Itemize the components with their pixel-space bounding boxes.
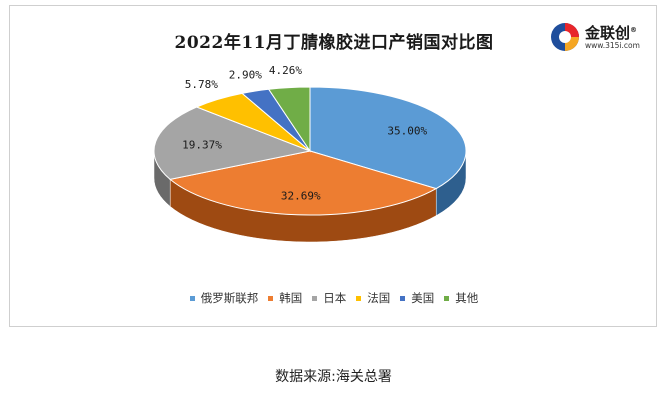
pie-slice-1 <box>169 150 438 216</box>
legend-swatch-icon <box>400 296 406 301</box>
legend-swatch-icon <box>268 296 274 301</box>
pie-slice-2 <box>153 106 312 180</box>
legend-item-0: 俄罗斯联邦 <box>189 290 259 306</box>
legend-label: 日本 <box>323 291 347 305</box>
data-label-4: 2.90% <box>229 68 262 81</box>
legend: 俄罗斯联邦 韩国 日本 法国 美国 其他 <box>10 290 658 306</box>
legend-item-5: 其他 <box>444 290 478 306</box>
logo-mark-icon <box>551 23 579 51</box>
brand-logo: 金联创® www.315i.com <box>548 20 648 54</box>
legend-swatch-icon <box>189 296 195 301</box>
data-label-2: 19.37% <box>182 138 222 151</box>
pie-chart: 35.00% 32.69% 19.37% 5.78% 2.90% 4.26% <box>153 64 467 243</box>
data-label-1: 32.69% <box>281 190 321 203</box>
data-label-3: 5.78% <box>185 78 218 91</box>
legend-item-1: 韩国 <box>268 290 302 306</box>
legend-swatch-icon <box>444 296 450 301</box>
logo-url: www.315i.com <box>585 41 640 50</box>
legend-label: 其他 <box>455 291 479 305</box>
legend-item-4: 美国 <box>400 290 434 306</box>
pie-data-labels: 35.00% 32.69% 19.37% 5.78% 2.90% 4.26% <box>182 64 427 202</box>
source-note: 数据来源:海关总署 <box>275 369 392 385</box>
legend-label: 美国 <box>411 291 435 305</box>
pie-slices <box>153 86 467 216</box>
legend-item-3: 法国 <box>356 290 390 306</box>
legend-label: 俄罗斯联邦 <box>200 291 259 305</box>
legend-item-2: 日本 <box>312 290 346 306</box>
chart-title: 2022年11月丁腈橡胶进口产销国对比图 <box>174 33 494 53</box>
legend-swatch-icon <box>312 296 318 301</box>
pie-slice-0 <box>309 86 467 190</box>
logo-name: 金联创® <box>585 24 638 42</box>
legend-swatch-icon <box>356 296 362 301</box>
legend-label: 韩国 <box>279 291 303 305</box>
pie-slice-5 <box>267 86 311 153</box>
chart-frame: 2022年11月丁腈橡胶进口产销国对比图 金联创® www.315i.com 3… <box>9 5 657 327</box>
legend-label: 法国 <box>367 291 391 305</box>
data-label-0: 35.00% <box>387 125 427 138</box>
data-label-5: 4.26% <box>269 64 302 77</box>
